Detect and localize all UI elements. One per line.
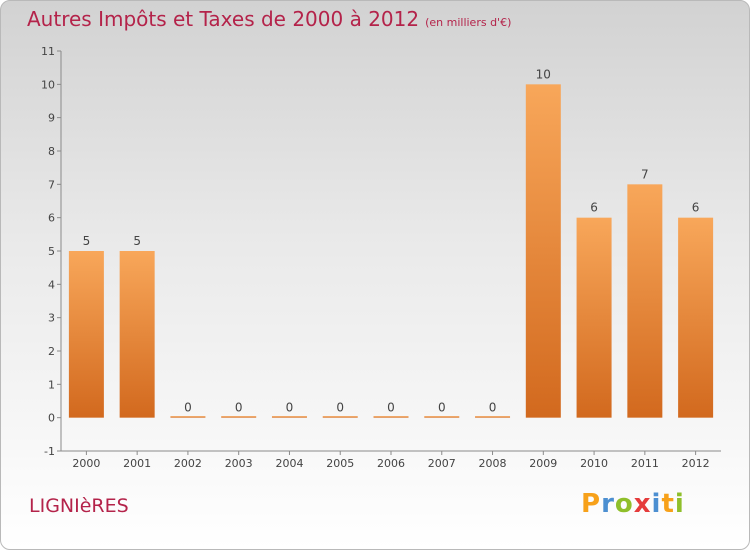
bar-2005 [322,416,358,418]
data-label-2009: 10 [536,67,551,81]
bar-2011 [627,184,663,418]
bar-2002 [170,416,206,418]
y-tick-label: 3 [48,312,55,325]
logo-letter: P [581,489,602,519]
proxiti-logo[interactable]: Proxiti [581,489,685,519]
x-tick-label: 2001 [123,457,151,470]
data-label-2002: 0 [184,401,192,415]
data-label-2004: 0 [286,401,294,415]
logo-letter: r [601,489,615,519]
bar-2003 [221,416,257,418]
data-label-2010: 6 [590,201,598,215]
x-tick-label: 2006 [377,457,405,470]
x-tick-label: 2008 [479,457,507,470]
y-tick-label: 2 [48,345,55,358]
bar-2004 [271,416,307,418]
x-tick-label: 2009 [529,457,557,470]
x-tick-label: 2000 [72,457,100,470]
y-tick-label: 1 [48,378,55,391]
x-tick-label: 2003 [225,457,253,470]
x-tick-label: 2002 [174,457,202,470]
logo-letter: i [674,489,685,519]
y-tick-label: 7 [48,178,55,191]
bar-2000 [68,251,104,418]
bar-2008 [475,416,511,418]
y-tick-label: 5 [48,245,55,258]
location-name: LIGNIèRES [29,495,129,517]
x-tick-label: 2012 [682,457,710,470]
y-tick-label: -1 [44,445,55,458]
logo-letter: x [633,489,652,519]
logo-letter: t [661,489,675,519]
y-tick-label: 6 [48,212,55,225]
bar-2012 [678,217,714,418]
chart-title: Autres Impôts et Taxes de 2000 à 2012 (en… [27,7,511,31]
logo-letter: i [651,489,662,519]
logo-letter: o [614,489,634,519]
x-tick-label: 2007 [428,457,456,470]
y-tick-label: 10 [41,78,55,91]
data-label-2005: 0 [336,401,344,415]
bar-2001 [119,251,155,418]
data-label-2003: 0 [235,401,243,415]
data-label-2000: 5 [83,234,91,248]
x-tick-label: 2010 [580,457,608,470]
data-label-2007: 0 [438,401,446,415]
x-tick-label: 2005 [326,457,354,470]
chart-title-text: Autres Impôts et Taxes de 2000 à 2012 [27,7,420,31]
data-label-2008: 0 [489,401,497,415]
data-label-2006: 0 [387,401,395,415]
x-tick-label: 2004 [275,457,303,470]
y-tick-label: 8 [48,145,55,158]
chart-unit: (en milliers d'€) [425,16,512,29]
bar-2006 [373,416,409,418]
x-tick-label: 2011 [631,457,659,470]
data-label-2012: 6 [692,201,700,215]
y-tick-label: 11 [41,45,55,58]
y-tick-label: 4 [48,278,55,291]
y-tick-label: 9 [48,112,55,125]
data-label-2001: 5 [133,234,141,248]
y-tick-label: 0 [48,412,55,425]
bar-2010 [576,217,612,418]
data-label-2011: 7 [641,167,649,181]
bar-2009 [525,84,561,418]
bar-2007 [424,416,460,418]
